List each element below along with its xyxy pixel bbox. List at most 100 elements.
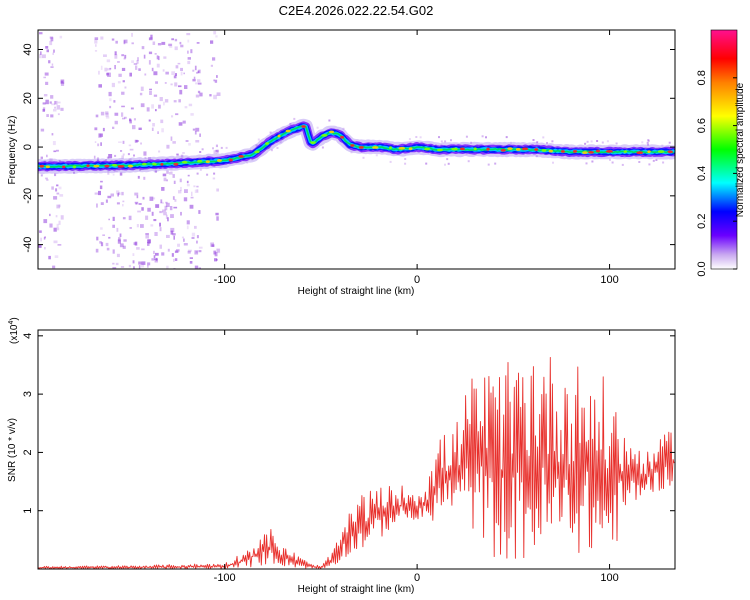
noise-speck [153, 219, 157, 222]
ridge-hotspot [500, 149, 506, 152]
noise-speck [136, 224, 139, 228]
noise-speck [190, 196, 194, 199]
snr-x-label: Height of straight line (km) [298, 584, 415, 595]
noise-speck [48, 60, 51, 64]
noise-speck [139, 92, 143, 96]
noise-speck [112, 126, 115, 129]
ridge-hotspot [534, 148, 539, 151]
noise-speck [196, 185, 199, 188]
noise-speck [220, 146, 223, 149]
noise-speck [408, 138, 411, 141]
noise-speck [108, 91, 112, 97]
noise-speck [192, 128, 196, 131]
noise-speck [161, 41, 166, 45]
noise-speck [196, 71, 199, 74]
noise-speck [157, 43, 162, 46]
colorbar-ticks: 0.0 0.2 0.4 0.6 0.8 [696, 70, 737, 277]
noise-speck [113, 100, 116, 103]
noise-speck [551, 140, 554, 143]
ridge-hotspot [277, 134, 281, 138]
noise-speck [158, 150, 161, 153]
ridge-hotspot [350, 144, 355, 147]
noise-speck [186, 225, 189, 230]
noise-speck [96, 203, 98, 208]
noise-speck [94, 192, 99, 195]
noise-speck [116, 202, 120, 205]
noise-speck [46, 49, 49, 53]
noise-speck [146, 107, 150, 112]
noise-speck [156, 63, 160, 68]
noise-speck [124, 116, 127, 119]
noise-speck [140, 224, 144, 228]
noise-speck [447, 162, 450, 165]
noise-speck [183, 72, 185, 75]
noise-speck [114, 112, 119, 116]
noise-speck [193, 185, 196, 188]
noise-speck [505, 136, 508, 139]
noise-speck [596, 140, 599, 142]
noise-speck [465, 152, 468, 155]
noise-speck [152, 197, 156, 200]
noise-speck [129, 148, 134, 151]
colorbar-tick-label: 0.6 [696, 118, 708, 133]
noise-speck [389, 160, 392, 163]
noise-speck [169, 206, 173, 211]
noise-speck [160, 119, 164, 124]
noise-speck [172, 141, 176, 144]
ridge-hotspot [424, 147, 431, 151]
noise-speck [151, 104, 154, 109]
noise-speck [139, 168, 142, 171]
noise-speck [112, 262, 115, 265]
noise-speck [123, 239, 127, 242]
noise-speck [316, 126, 319, 129]
noise-speck [122, 117, 126, 120]
noise-speck [444, 140, 447, 143]
noise-speck [151, 211, 154, 216]
noise-speck [58, 220, 61, 225]
noise-speck [44, 236, 46, 239]
noise-speck [444, 163, 446, 166]
noise-speck [106, 72, 109, 76]
noise-speck [134, 192, 139, 196]
noise-speck [147, 242, 150, 246]
noise-speck [189, 257, 193, 259]
noise-speck [173, 180, 176, 184]
noise-speck [164, 99, 169, 103]
noise-speck [60, 80, 64, 83]
noise-speck [178, 85, 182, 88]
noise-speck [276, 147, 279, 149]
noise-speck [197, 90, 201, 94]
noise-speck [52, 265, 56, 269]
noise-speck [156, 55, 159, 60]
noise-speck [124, 54, 127, 59]
noise-speck [109, 98, 112, 102]
noise-speck [174, 46, 178, 51]
noise-speck [57, 244, 62, 246]
noise-speck [198, 250, 202, 253]
noise-speck [94, 39, 98, 44]
noise-speck [173, 75, 177, 79]
noise-speck [112, 216, 115, 221]
noise-speck [140, 142, 142, 145]
noise-speck [174, 38, 178, 42]
noise-speck [94, 141, 97, 143]
noise-speck [131, 60, 134, 63]
ridge-hotspot [473, 147, 477, 151]
noise-speck [198, 267, 201, 269]
noise-speck [210, 64, 213, 67]
noise-speck [97, 143, 100, 147]
noise-speck [138, 265, 141, 269]
noise-speck [137, 175, 140, 179]
noise-speck [189, 204, 194, 209]
noise-speck [119, 233, 122, 237]
noise-speck [187, 39, 190, 43]
noise-speck [168, 43, 172, 47]
noise-speck [206, 173, 209, 176]
noise-speck [117, 81, 121, 84]
noise-speck [94, 37, 99, 40]
noise-speck [269, 131, 272, 134]
noise-speck [196, 172, 199, 175]
noise-speck [159, 244, 162, 249]
noise-speck [135, 202, 138, 205]
noise-speck [446, 158, 449, 161]
